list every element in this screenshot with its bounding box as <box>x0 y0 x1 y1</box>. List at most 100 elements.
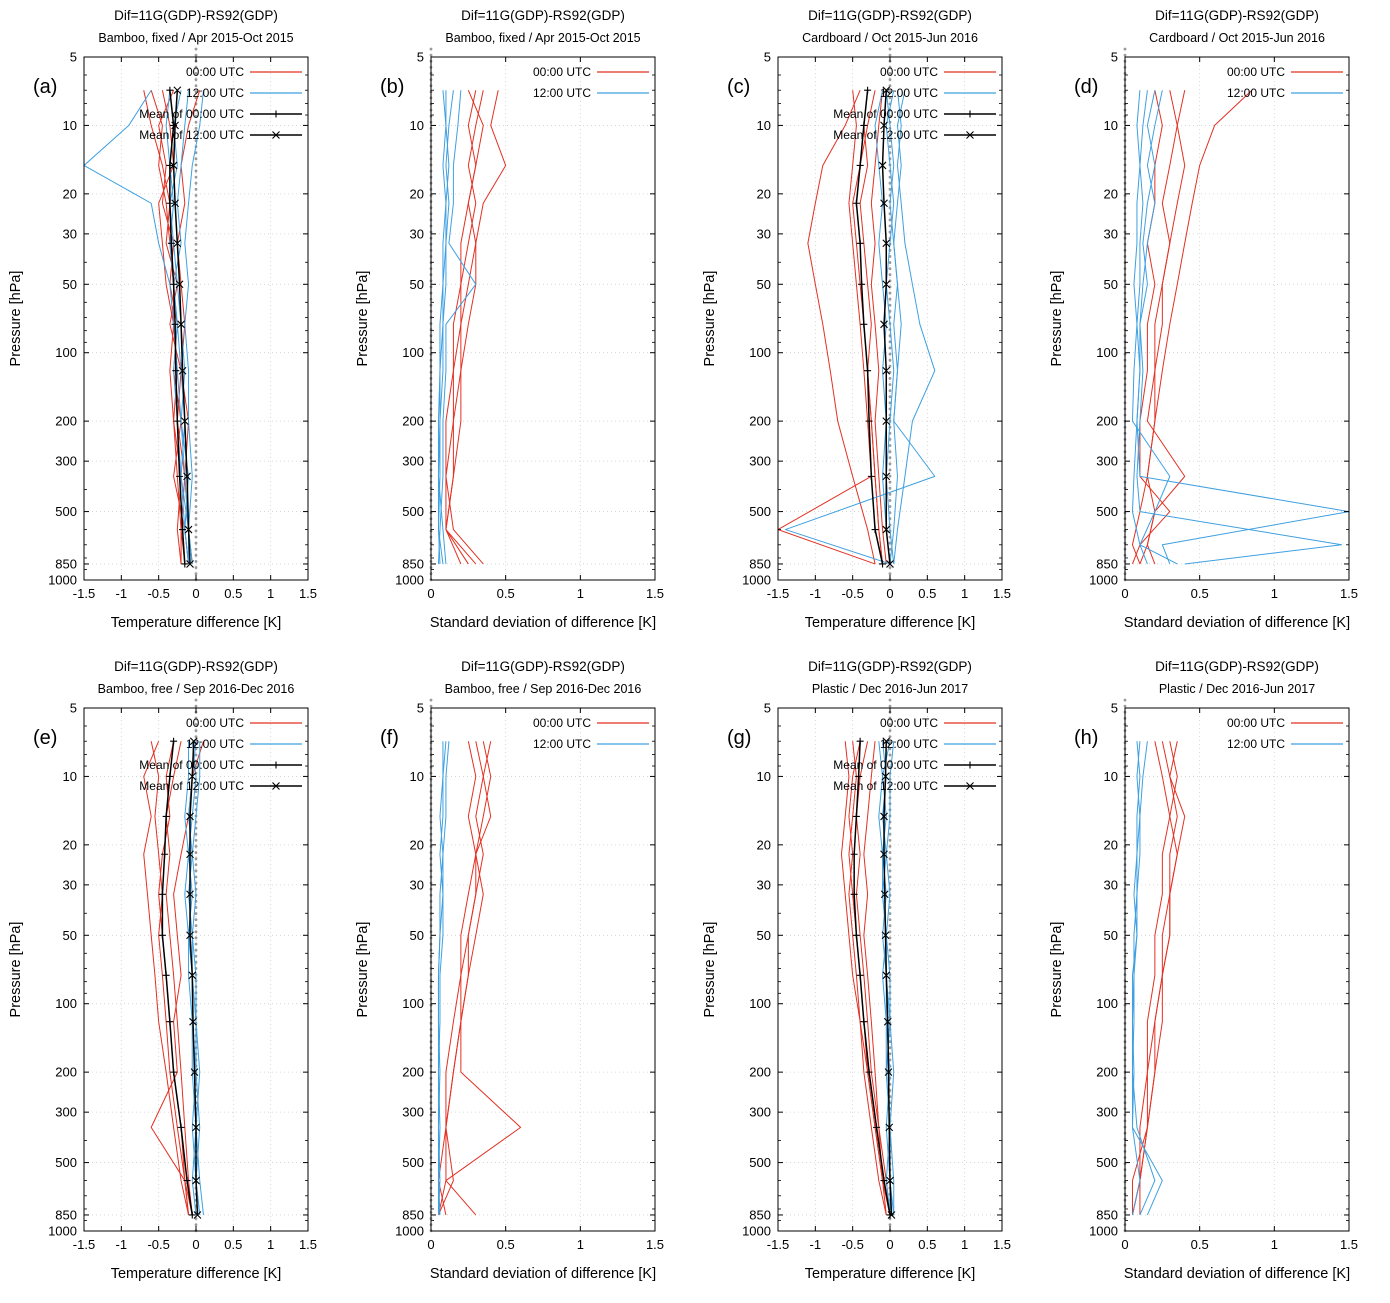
svg-text:50: 50 <box>63 277 77 292</box>
svg-text:1.5: 1.5 <box>299 586 317 601</box>
svg-text:Mean of 12:00 UTC: Mean of 12:00 UTC <box>833 128 938 142</box>
svg-text:-0.5: -0.5 <box>841 586 863 601</box>
svg-text:1.5: 1.5 <box>299 1237 317 1252</box>
svg-text:300: 300 <box>402 454 424 469</box>
svg-text:1: 1 <box>577 586 584 601</box>
svg-text:30: 30 <box>63 877 77 892</box>
svg-text:850: 850 <box>1096 556 1118 571</box>
svg-text:20: 20 <box>63 837 77 852</box>
svg-text:1000: 1000 <box>1089 1224 1118 1239</box>
svg-text:12:00 UTC: 12:00 UTC <box>533 737 591 751</box>
svg-text:50: 50 <box>410 277 424 292</box>
svg-text:850: 850 <box>1096 1207 1118 1222</box>
svg-text:500: 500 <box>1096 1155 1118 1170</box>
svg-text:Bamboo, free / Sep 2016-Dec 20: Bamboo, free / Sep 2016-Dec 2016 <box>98 682 295 696</box>
svg-text:1000: 1000 <box>48 573 77 588</box>
svg-text:200: 200 <box>402 414 424 429</box>
svg-text:850: 850 <box>402 1207 424 1222</box>
svg-text:1000: 1000 <box>1089 573 1118 588</box>
svg-text:10: 10 <box>63 769 77 784</box>
svg-text:10: 10 <box>1104 118 1118 133</box>
svg-text:1.5: 1.5 <box>993 586 1011 601</box>
svg-text:500: 500 <box>55 504 77 519</box>
svg-text:1: 1 <box>577 1237 584 1252</box>
panel-h-chart: 0 0.5 1 1.5 5 10 20 30 50 100 200 300 500 850 1000 Dif=… <box>1049 659 1358 1282</box>
svg-text:100: 100 <box>402 345 424 360</box>
svg-text:Bamboo, fixed / Apr 2015-Oct 2: Bamboo, fixed / Apr 2015-Oct 2015 <box>445 31 640 45</box>
svg-text:200: 200 <box>749 414 771 429</box>
svg-text:30: 30 <box>63 226 77 241</box>
panel-f: 0 0.5 1 1.5 5 10 20 30 50 100 200 300 500 850 1000 Dif=… <box>347 651 694 1302</box>
svg-text:5: 5 <box>764 701 771 716</box>
svg-text:0: 0 <box>192 1237 199 1252</box>
svg-text:-1: -1 <box>116 586 128 601</box>
svg-text:30: 30 <box>757 226 771 241</box>
svg-text:0.5: 0.5 <box>224 586 242 601</box>
svg-text:Pressure [hPa]: Pressure [hPa] <box>8 271 24 367</box>
svg-text:Dif=11G(GDP)-RS92(GDP): Dif=11G(GDP)-RS92(GDP) <box>461 659 625 674</box>
svg-text:10: 10 <box>63 118 77 133</box>
svg-text:300: 300 <box>55 454 77 469</box>
svg-text:850: 850 <box>55 1207 77 1222</box>
svg-text:-1: -1 <box>116 1237 128 1252</box>
svg-text:30: 30 <box>410 877 424 892</box>
svg-text:(h): (h) <box>1074 727 1098 749</box>
svg-text:500: 500 <box>402 1155 424 1170</box>
svg-text:20: 20 <box>1104 186 1118 201</box>
svg-text:1: 1 <box>1271 1237 1278 1252</box>
panel-c: -1.5 -1 -0.5 0 0.5 1 1.5 5 10 20 30 50 100 200 300 500 8… <box>694 0 1041 651</box>
svg-text:Bamboo, fixed / Apr 2015-Oct 2: Bamboo, fixed / Apr 2015-Oct 2015 <box>98 31 293 45</box>
svg-text:(f): (f) <box>380 727 399 749</box>
svg-text:20: 20 <box>757 837 771 852</box>
svg-text:0.5: 0.5 <box>918 586 936 601</box>
svg-text:Standard deviation of differen: Standard deviation of difference [K] <box>1124 1266 1350 1282</box>
svg-text:-1.5: -1.5 <box>767 1237 789 1252</box>
svg-text:-0.5: -0.5 <box>147 586 169 601</box>
svg-text:12:00 UTC: 12:00 UTC <box>1227 737 1285 751</box>
svg-text:100: 100 <box>749 996 771 1011</box>
svg-text:50: 50 <box>1104 928 1118 943</box>
svg-text:200: 200 <box>1096 414 1118 429</box>
svg-text:500: 500 <box>402 504 424 519</box>
svg-text:Temperature difference [K]: Temperature difference [K] <box>805 615 976 631</box>
svg-text:200: 200 <box>55 1065 77 1080</box>
svg-text:1: 1 <box>961 586 968 601</box>
svg-text:0.5: 0.5 <box>918 1237 936 1252</box>
svg-text:5: 5 <box>417 50 424 65</box>
svg-text:(b): (b) <box>380 76 404 98</box>
svg-text:200: 200 <box>55 414 77 429</box>
svg-text:100: 100 <box>402 996 424 1011</box>
svg-text:Mean of 00:00 UTC: Mean of 00:00 UTC <box>833 107 938 121</box>
svg-text:1: 1 <box>961 1237 968 1252</box>
svg-text:-1: -1 <box>810 586 822 601</box>
svg-text:0.5: 0.5 <box>497 1237 515 1252</box>
svg-text:Standard deviation of differen: Standard deviation of difference [K] <box>430 1266 656 1282</box>
svg-text:300: 300 <box>749 1105 771 1120</box>
svg-text:12:00 UTC: 12:00 UTC <box>880 86 938 100</box>
svg-text:1: 1 <box>267 1237 274 1252</box>
svg-text:0.5: 0.5 <box>497 586 515 601</box>
svg-text:10: 10 <box>410 118 424 133</box>
svg-text:Cardboard / Oct 2015-Jun 2016: Cardboard / Oct 2015-Jun 2016 <box>802 31 978 45</box>
svg-text:100: 100 <box>1096 345 1118 360</box>
svg-text:100: 100 <box>55 996 77 1011</box>
svg-text:12:00 UTC: 12:00 UTC <box>186 737 244 751</box>
svg-text:Plastic / Dec 2016-Jun 2017: Plastic / Dec 2016-Jun 2017 <box>1159 682 1315 696</box>
svg-text:Mean of 00:00 UTC: Mean of 00:00 UTC <box>833 758 938 772</box>
panel-c-chart: -1.5 -1 -0.5 0 0.5 1 1.5 5 10 20 30 50 100 200 300 500 8… <box>702 8 1011 631</box>
panel-d-chart: 0 0.5 1 1.5 5 10 20 30 50 100 200 300 500 850 1000 Dif=… <box>1049 8 1358 631</box>
svg-text:Mean of 00:00 UTC: Mean of 00:00 UTC <box>139 107 244 121</box>
svg-text:0: 0 <box>1121 586 1128 601</box>
svg-text:850: 850 <box>749 1207 771 1222</box>
svg-text:20: 20 <box>757 186 771 201</box>
svg-text:0: 0 <box>886 586 893 601</box>
svg-text:1000: 1000 <box>395 1224 424 1239</box>
svg-text:Dif=11G(GDP)-RS92(GDP): Dif=11G(GDP)-RS92(GDP) <box>808 8 972 23</box>
svg-text:20: 20 <box>63 186 77 201</box>
svg-text:00:00 UTC: 00:00 UTC <box>880 716 938 730</box>
svg-text:200: 200 <box>1096 1065 1118 1080</box>
svg-text:50: 50 <box>410 928 424 943</box>
svg-text:1.5: 1.5 <box>646 1237 664 1252</box>
panel-d: 0 0.5 1 1.5 5 10 20 30 50 100 200 300 500 850 1000 Dif=… <box>1041 0 1388 651</box>
svg-text:-0.5: -0.5 <box>147 1237 169 1252</box>
